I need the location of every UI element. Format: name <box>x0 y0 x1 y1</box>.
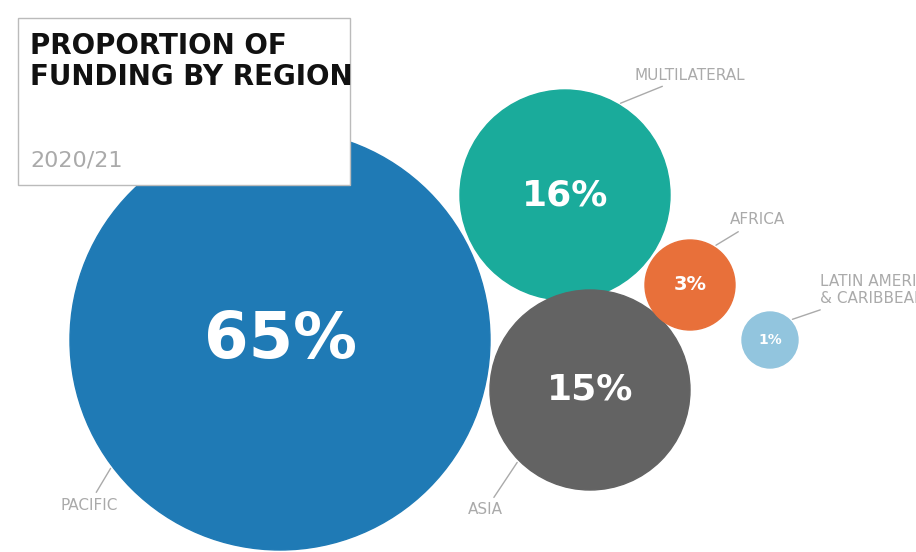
Text: AFRICA: AFRICA <box>716 213 785 245</box>
Text: 15%: 15% <box>547 373 633 407</box>
Circle shape <box>490 290 690 490</box>
Text: 1%: 1% <box>758 333 782 347</box>
Text: PACIFIC: PACIFIC <box>60 469 117 512</box>
Text: 2020/21: 2020/21 <box>30 151 123 171</box>
Circle shape <box>460 90 670 300</box>
Text: 65%: 65% <box>203 309 356 371</box>
FancyBboxPatch shape <box>18 18 350 185</box>
Text: 3%: 3% <box>673 275 706 295</box>
Text: 16%: 16% <box>522 178 608 212</box>
Text: ASIA: ASIA <box>468 463 518 518</box>
Text: PROPORTION OF
FUNDING BY REGION: PROPORTION OF FUNDING BY REGION <box>30 32 353 91</box>
Text: MULTILATERAL: MULTILATERAL <box>620 67 746 103</box>
Circle shape <box>742 312 798 368</box>
Circle shape <box>645 240 735 330</box>
Text: LATIN AMERICA
& CARIBBEAN: LATIN AMERICA & CARIBBEAN <box>792 274 916 319</box>
Circle shape <box>70 130 490 550</box>
